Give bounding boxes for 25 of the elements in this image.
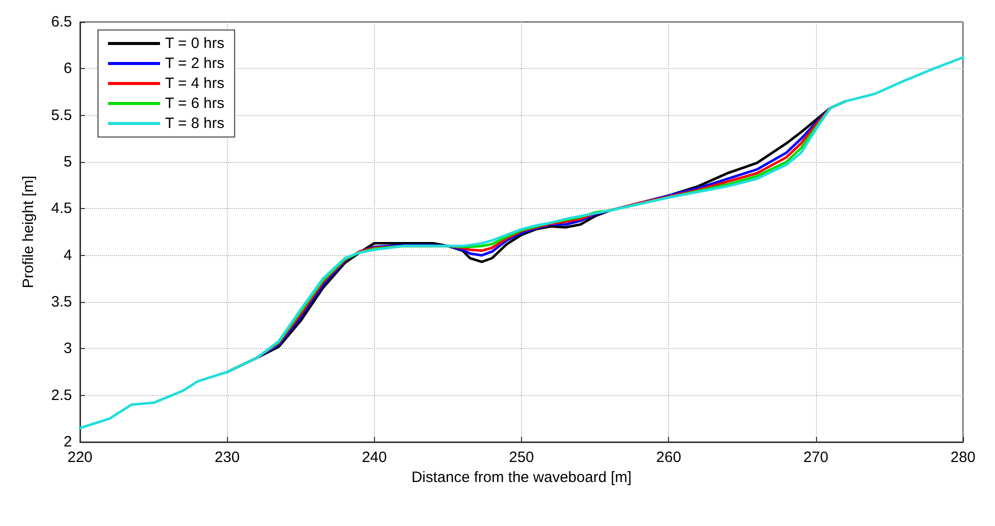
x-tick-label: 260 bbox=[656, 449, 682, 466]
y-tick-label: 2.5 bbox=[51, 386, 72, 404]
legend-label: T = 8 hrs bbox=[165, 115, 224, 132]
y-tick-label: 5 bbox=[64, 154, 72, 170]
y-tick-label: 5.5 bbox=[51, 106, 72, 124]
x-tick-label: 240 bbox=[362, 449, 387, 466]
legend-label: T = 2 hrs bbox=[165, 55, 224, 72]
y-axis-title: Profile height [m] bbox=[20, 176, 37, 288]
legend-label: T = 6 hrs bbox=[165, 95, 224, 112]
x-tick-label: 280 bbox=[950, 449, 976, 466]
x-tick-label: 270 bbox=[803, 449, 828, 466]
legend-label: T = 0 hrs bbox=[165, 35, 224, 52]
y-tick-label: 3.5 bbox=[51, 294, 72, 310]
x-tick-label: 230 bbox=[214, 449, 240, 466]
x-tick-label: 250 bbox=[508, 449, 534, 466]
line-series bbox=[78, 56, 964, 430]
x-axis-title: Distance from the waveboard [m] bbox=[411, 469, 632, 486]
y-tick-label: 3 bbox=[64, 340, 72, 358]
y-tick-label: 6.5 bbox=[51, 14, 72, 30]
y-tick-label: 2 bbox=[64, 434, 72, 450]
legend-label: T = 4 hrs bbox=[165, 75, 224, 92]
x-tick-label: 220 bbox=[67, 449, 93, 466]
y-tick-label: 4 bbox=[64, 246, 72, 264]
y-tick-label: 6 bbox=[64, 60, 72, 78]
y-tick-label: 4.5 bbox=[51, 200, 72, 218]
